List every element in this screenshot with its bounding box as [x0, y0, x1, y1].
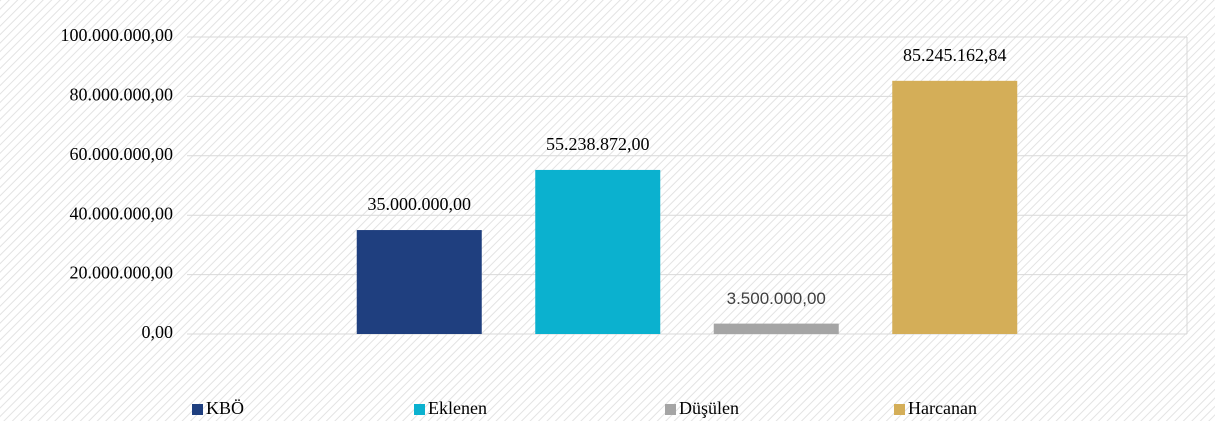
y-tick-label: 80.000.000,00 — [70, 85, 174, 105]
legend-swatch — [192, 404, 203, 415]
data-label: 3.500.000,00 — [727, 289, 826, 308]
data-label: 85.245.162,84 — [903, 45, 1007, 65]
data-label: 35.000.000,00 — [368, 194, 472, 214]
data-label: 55.238.872,00 — [546, 134, 650, 154]
y-tick-label: 0,00 — [142, 322, 174, 342]
y-tick-label: 40.000.000,00 — [70, 203, 174, 223]
legend-label: Eklenen — [428, 398, 487, 418]
bar — [535, 169, 661, 334]
legend-label: KBÖ — [206, 398, 244, 418]
y-tick-label: 60.000.000,00 — [70, 144, 174, 164]
legend-swatch — [665, 404, 676, 415]
y-tick-label: 100.000.000,00 — [61, 25, 174, 45]
bar — [892, 80, 1018, 334]
legend-swatch — [894, 404, 905, 415]
legend-swatch — [414, 404, 425, 415]
legend-label: Düşülen — [679, 398, 739, 418]
bar — [713, 323, 839, 334]
legend-label: Harcanan — [908, 398, 977, 418]
y-tick-label: 20.000.000,00 — [70, 263, 174, 283]
bar — [356, 230, 482, 334]
